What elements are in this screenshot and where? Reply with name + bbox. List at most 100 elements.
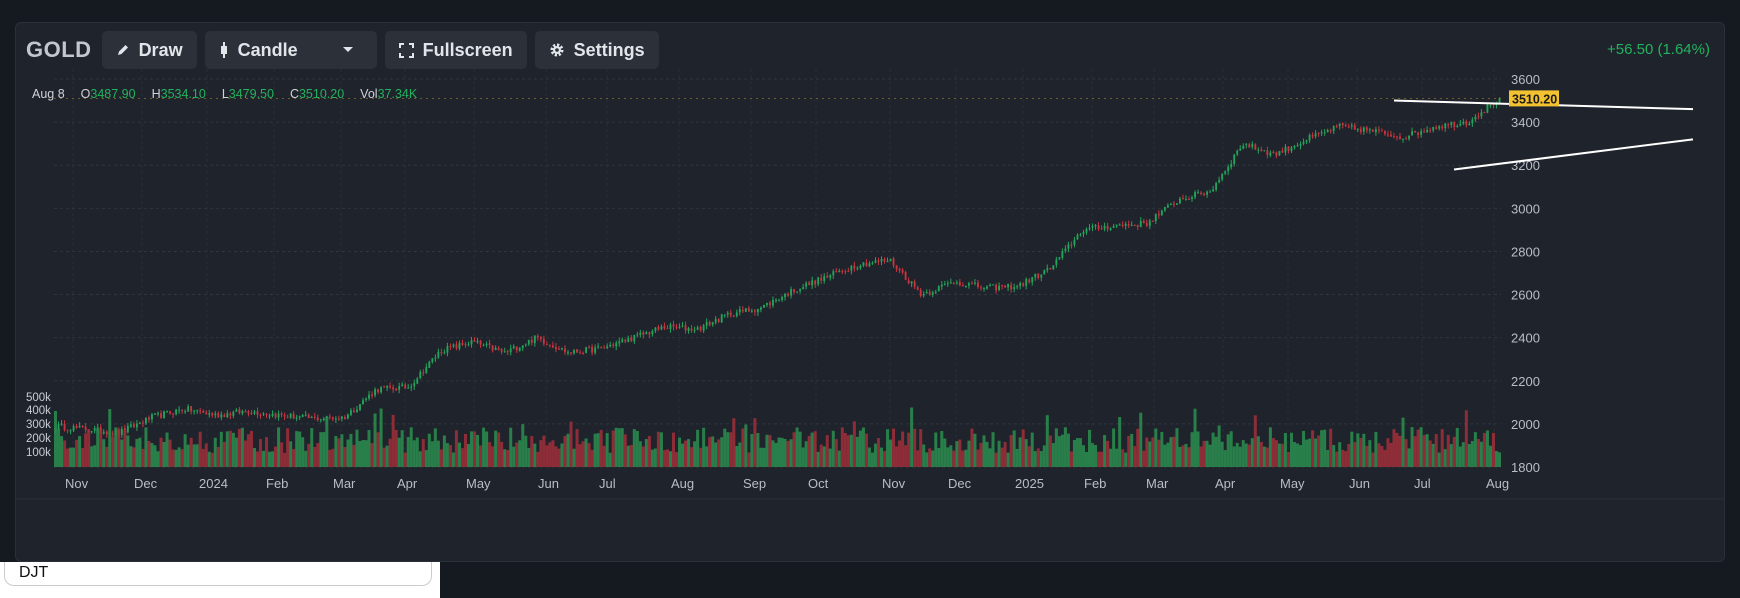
candle-body [539, 337, 542, 340]
ohlc-legend: Aug 8 O3487.90 H3534.10 L3479.50 C3510.2… [32, 87, 433, 101]
volume-bar [165, 432, 169, 467]
candle-body [735, 312, 738, 317]
candle-body [244, 411, 247, 413]
volume-bar [1317, 435, 1321, 467]
candle-body [573, 349, 575, 354]
volume-bar [521, 424, 525, 467]
price-chart[interactable]: 1800200022002400260028003000320034003600… [16, 23, 1725, 562]
candle-body [1049, 268, 1052, 270]
candle-body [437, 351, 440, 358]
time-tick-label: May [1280, 476, 1305, 491]
candle-body [1154, 214, 1157, 221]
candle-body [874, 260, 877, 263]
volume-bar [1419, 427, 1423, 467]
volume-bar [442, 435, 446, 467]
volume-bar [174, 449, 178, 467]
price-tick-label: 2200 [1511, 374, 1540, 389]
volume-bar [147, 440, 151, 467]
candle-body [193, 410, 196, 412]
volume-bar [213, 437, 217, 467]
volume-bar [1036, 448, 1040, 467]
symbol-tab[interactable]: DJT [4, 562, 432, 586]
chart-type-dropdown[interactable]: Candle [204, 31, 377, 69]
candle-body [1465, 121, 1468, 126]
candle-body [84, 426, 87, 431]
candle-body [787, 293, 789, 296]
candle-body [1085, 229, 1088, 233]
volume-bar [66, 448, 70, 467]
candle-body [1055, 259, 1058, 265]
candle-body [1377, 129, 1380, 131]
volume-bar [843, 432, 847, 467]
volume-bar [681, 443, 685, 467]
draw-button[interactable]: Draw [101, 31, 197, 69]
candle-body [172, 413, 175, 415]
gear-icon [550, 43, 564, 57]
candle-body [452, 344, 455, 347]
volume-bar [916, 450, 920, 467]
candle-body [1103, 225, 1106, 230]
candle-body [729, 312, 732, 316]
volume-bar [1476, 438, 1480, 467]
settings-button[interactable]: Settings [534, 31, 659, 69]
high-value: 3534.10 [160, 87, 206, 101]
volume-bar [638, 441, 642, 467]
volume-bar [846, 435, 850, 467]
volume-bar [379, 408, 383, 467]
candle-body [1444, 123, 1447, 129]
candle-body [1438, 126, 1441, 129]
candle-body [576, 349, 578, 353]
volume-bar [690, 447, 694, 467]
volume-bar [1214, 436, 1218, 467]
candle-body [542, 338, 545, 344]
volume-bar [1262, 446, 1266, 467]
volume-bar [1121, 449, 1125, 467]
volume-bar [858, 430, 862, 467]
candle-body [235, 409, 238, 412]
volume-bar [792, 432, 796, 467]
volume-bar [1091, 443, 1095, 467]
candle-body [1206, 191, 1209, 195]
candle-body [443, 352, 446, 354]
candle-body [60, 423, 63, 425]
volume-bar [1497, 452, 1501, 467]
fullscreen-button[interactable]: Fullscreen [384, 31, 527, 69]
volume-bar [1365, 445, 1369, 467]
volume-bar [1461, 442, 1465, 467]
candle-body [280, 413, 283, 415]
candle-body [738, 309, 741, 313]
candle-body [591, 346, 594, 353]
volume-bar [994, 452, 998, 467]
volume-bar [1075, 438, 1079, 467]
volume-bar [1238, 446, 1242, 467]
volume-bar [258, 438, 263, 467]
candle-body [527, 339, 530, 345]
volume-layer [54, 407, 1501, 467]
candle-body [992, 284, 994, 286]
volume-bar [623, 434, 627, 467]
volume-bar [864, 433, 868, 467]
volume-bar [1169, 437, 1173, 467]
candle-body [313, 416, 316, 418]
volume-bar [243, 440, 247, 467]
candle-body [1396, 136, 1398, 138]
volume-bar [1404, 439, 1408, 467]
volume-bar [1286, 452, 1290, 467]
volume-bar [485, 431, 489, 467]
candle-body [289, 413, 292, 418]
time-tick-label: Jun [1349, 476, 1370, 491]
candle-body [72, 426, 75, 431]
candle-body [120, 428, 123, 435]
volume-bar [527, 447, 531, 467]
candle-body [241, 410, 244, 414]
volume-bar [1142, 450, 1146, 467]
candle-body [169, 411, 171, 414]
candle-body [802, 287, 805, 289]
candle-body [1209, 191, 1212, 193]
volume-bar [153, 445, 157, 467]
candle-body [395, 388, 398, 391]
volume-bar [964, 449, 968, 467]
candle-body [265, 414, 268, 416]
candle-body [1191, 197, 1193, 200]
candle-body [220, 414, 223, 418]
